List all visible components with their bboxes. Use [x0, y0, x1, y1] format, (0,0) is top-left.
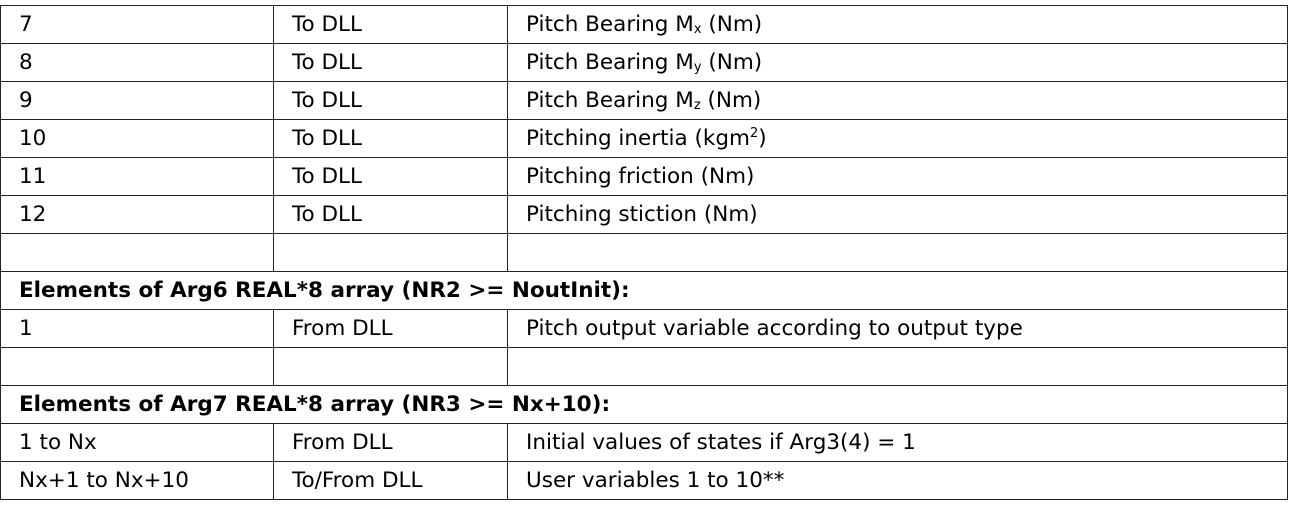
direction-cell: To DLL [273, 81, 508, 120]
empty-cell [273, 233, 508, 272]
empty-row [0, 233, 1288, 272]
table-row: 12 To DLL Pitching stiction (Nm) [0, 195, 1288, 234]
description-cell: Initial values of states if Arg3(4) = 1 [507, 423, 1288, 462]
index-cell: 1 to Nx [0, 423, 274, 462]
index-cell: Nx+1 to Nx+10 [0, 461, 274, 500]
index-cell: 8 [0, 43, 274, 82]
superscript: 2 [749, 126, 759, 141]
description-unit: (Nm) [701, 12, 763, 37]
empty-cell [507, 347, 1288, 386]
description-cell: Pitch output variable according to outpu… [507, 309, 1288, 348]
description-cell: Pitching inertia (kgm2) [507, 119, 1288, 158]
description-unit: (Nm) [701, 50, 763, 75]
description-cell: Pitch Bearing Mx (Nm) [507, 5, 1288, 44]
direction-cell: From DLL [273, 423, 508, 462]
section-heading-row: Elements of Arg6 REAL*8 array (NR2 >= No… [0, 271, 1288, 310]
description-cell: Pitching stiction (Nm) [507, 195, 1288, 234]
section-heading-row: Elements of Arg7 REAL*8 array (NR3 >= Nx… [0, 385, 1288, 424]
index-cell: 9 [0, 81, 274, 120]
table-row: 8 To DLL Pitch Bearing My (Nm) [0, 43, 1288, 82]
index-cell: 12 [0, 195, 274, 234]
direction-cell: To DLL [273, 195, 508, 234]
dll-arguments-table: 7 To DLL Pitch Bearing Mx (Nm) 8 To DLL … [0, 5, 1288, 500]
description-text: Pitch Bearing M [526, 50, 694, 75]
description-text: Pitch Bearing M [526, 88, 694, 113]
section-heading-arg7: Elements of Arg7 REAL*8 array (NR3 >= Nx… [0, 385, 1288, 424]
table-row: 1 to Nx From DLL Initial values of state… [0, 423, 1288, 462]
empty-row [0, 347, 1288, 386]
direction-cell: To DLL [273, 119, 508, 158]
description-unit: (Nm) [700, 88, 762, 113]
empty-cell [0, 347, 274, 386]
subscript: x [693, 22, 702, 37]
index-cell: 10 [0, 119, 274, 158]
direction-cell: From DLL [273, 309, 508, 348]
subscript: z [693, 98, 701, 113]
section-heading-arg6: Elements of Arg6 REAL*8 array (NR2 >= No… [0, 271, 1288, 310]
table-row: Nx+1 to Nx+10 To/From DLL User variables… [0, 461, 1288, 500]
description-cell: User variables 1 to 10** [507, 461, 1288, 500]
subscript: y [693, 60, 702, 75]
description-cell: Pitching friction (Nm) [507, 157, 1288, 196]
empty-cell [0, 233, 274, 272]
description-cell: Pitch Bearing Mz (Nm) [507, 81, 1288, 120]
table-row: 11 To DLL Pitching friction (Nm) [0, 157, 1288, 196]
empty-cell [507, 233, 1288, 272]
description-cell: Pitch Bearing My (Nm) [507, 43, 1288, 82]
direction-cell: To DLL [273, 43, 508, 82]
table-row: 1 From DLL Pitch output variable accordi… [0, 309, 1288, 348]
table-row: 10 To DLL Pitching inertia (kgm2) [0, 119, 1288, 158]
description-unit: ) [758, 126, 767, 151]
table-row: 9 To DLL Pitch Bearing Mz (Nm) [0, 81, 1288, 120]
empty-cell [273, 347, 508, 386]
table-row: 7 To DLL Pitch Bearing Mx (Nm) [0, 5, 1288, 44]
index-cell: 1 [0, 309, 274, 348]
description-text: Pitch Bearing M [526, 12, 694, 37]
index-cell: 7 [0, 5, 274, 44]
direction-cell: To/From DLL [273, 461, 508, 500]
direction-cell: To DLL [273, 157, 508, 196]
direction-cell: To DLL [273, 5, 508, 44]
description-text: Pitching inertia (kgm [526, 126, 750, 151]
index-cell: 11 [0, 157, 274, 196]
